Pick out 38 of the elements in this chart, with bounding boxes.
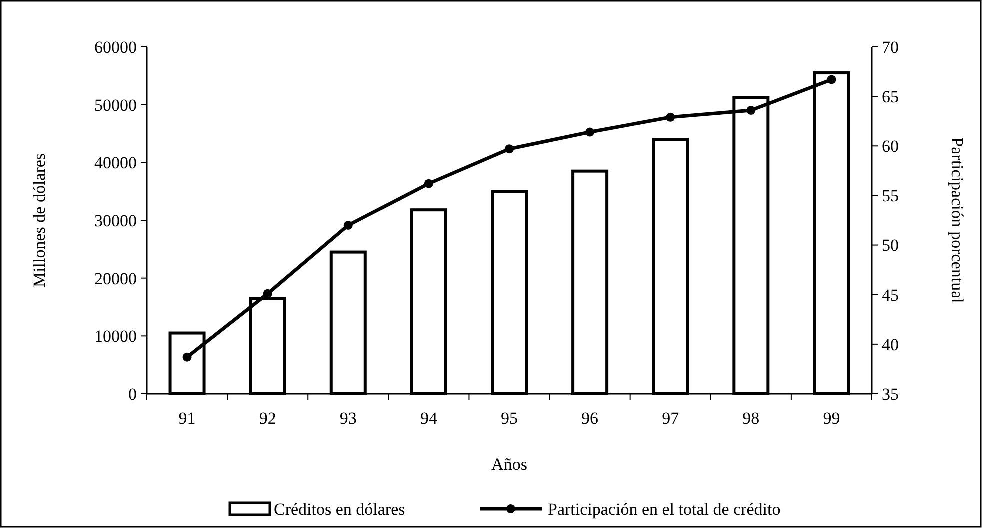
x-tick-label: 96 — [582, 409, 599, 428]
point — [424, 179, 434, 188]
x-tick-label: 99 — [823, 409, 840, 428]
x-tick-label: 98 — [742, 409, 760, 428]
y2-tick-label: 65 — [882, 88, 899, 107]
legend-label: Participación en el total de crédito — [548, 500, 781, 519]
point — [827, 75, 836, 84]
point — [344, 220, 353, 230]
point — [505, 144, 514, 154]
x-tick-label: 97 — [662, 409, 680, 428]
y-tick-label: 40000 — [94, 154, 137, 173]
y-tick-label: 20000 — [94, 269, 137, 288]
y2-tick-label: 60 — [882, 137, 899, 156]
y2-tick-label: 40 — [882, 335, 899, 354]
point — [182, 352, 192, 362]
y2-tick-label: 70 — [882, 38, 899, 57]
y-tick-label: 30000 — [94, 211, 137, 230]
y-tick-label: 0 — [128, 384, 137, 404]
legend-label: Créditos en dólares — [274, 500, 406, 519]
point — [746, 106, 756, 115]
point — [263, 289, 272, 298]
point — [586, 128, 595, 137]
y2-axis-title: Participación porcentual — [948, 138, 967, 304]
y-tick-label: 60000 — [94, 38, 137, 57]
y2-tick-label: 45 — [882, 286, 899, 305]
y2-tick-label: 35 — [882, 384, 899, 404]
point — [666, 112, 676, 122]
y-tick-label: 50000 — [94, 96, 137, 115]
y-axis-title: Millones de dólares — [30, 153, 49, 288]
y2-tick-label: 55 — [882, 186, 899, 206]
x-axis-title: Años — [492, 455, 528, 474]
x-tick-label: 93 — [340, 409, 357, 428]
x-tick-label: 95 — [501, 409, 518, 428]
x-tick-label: 91 — [178, 409, 196, 428]
y-tick-label: 10000 — [94, 327, 137, 346]
x-tick-label: 92 — [259, 409, 276, 428]
y2-tick-label: 50 — [882, 236, 899, 256]
x-tick-label: 94 — [420, 409, 438, 428]
